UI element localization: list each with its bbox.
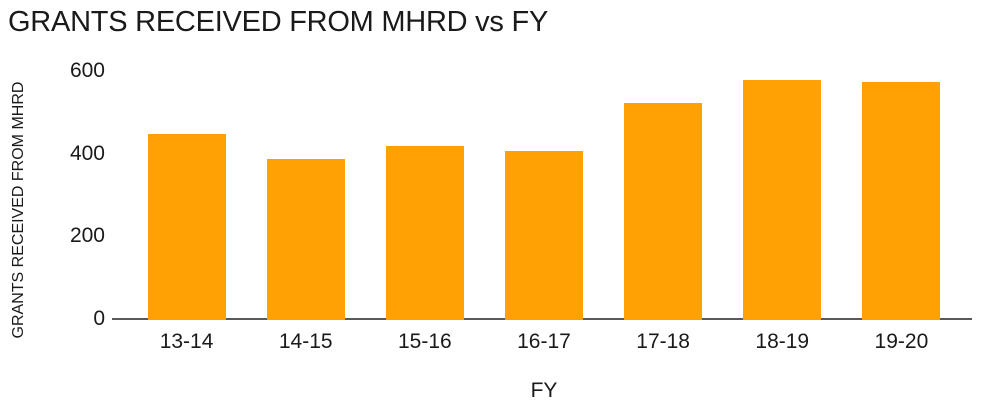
x-tick-label: 18-19	[755, 330, 810, 353]
y-tick-label: 400	[69, 141, 105, 165]
bar-18-19	[743, 80, 822, 320]
x-axis-title: FY	[530, 379, 558, 402]
y-tick-label: 600	[69, 59, 105, 82]
y-axis-title: GRANTS RECEIVED FROM MHRD	[10, 81, 27, 339]
chart-title: GRANTS RECEIVED FROM MHRD vs FY	[8, 6, 549, 38]
x-tick-label: 16-17	[517, 330, 571, 353]
x-tick-label: 15-16	[397, 330, 452, 353]
x-tick-label: 14-15	[278, 330, 333, 353]
x-tick-label: 17-18	[636, 330, 690, 353]
plot-area	[127, 60, 961, 320]
bar-slot	[365, 60, 484, 320]
bar-slot	[723, 60, 842, 320]
bar-slot	[604, 60, 723, 320]
bar-17-18	[624, 103, 703, 320]
bar-slot	[484, 60, 603, 320]
y-tick-label: 0	[93, 307, 105, 330]
bar-slot	[246, 60, 365, 320]
x-tick-label: 13-14	[159, 330, 214, 353]
x-axis-tick-labels: 13-14 14-15 15-16 16-17 17-18 18-19 19-20	[127, 331, 961, 353]
bar-slot	[842, 60, 961, 320]
bar-16-17	[504, 151, 583, 320]
bar-13-14	[147, 134, 226, 320]
bar-slot	[127, 60, 246, 320]
bar-15-16	[385, 146, 464, 320]
x-tick-label: 19-20	[874, 330, 929, 353]
y-tick-label: 200	[69, 224, 105, 248]
bar-14-15	[266, 159, 345, 320]
bar-19-20	[862, 82, 941, 320]
